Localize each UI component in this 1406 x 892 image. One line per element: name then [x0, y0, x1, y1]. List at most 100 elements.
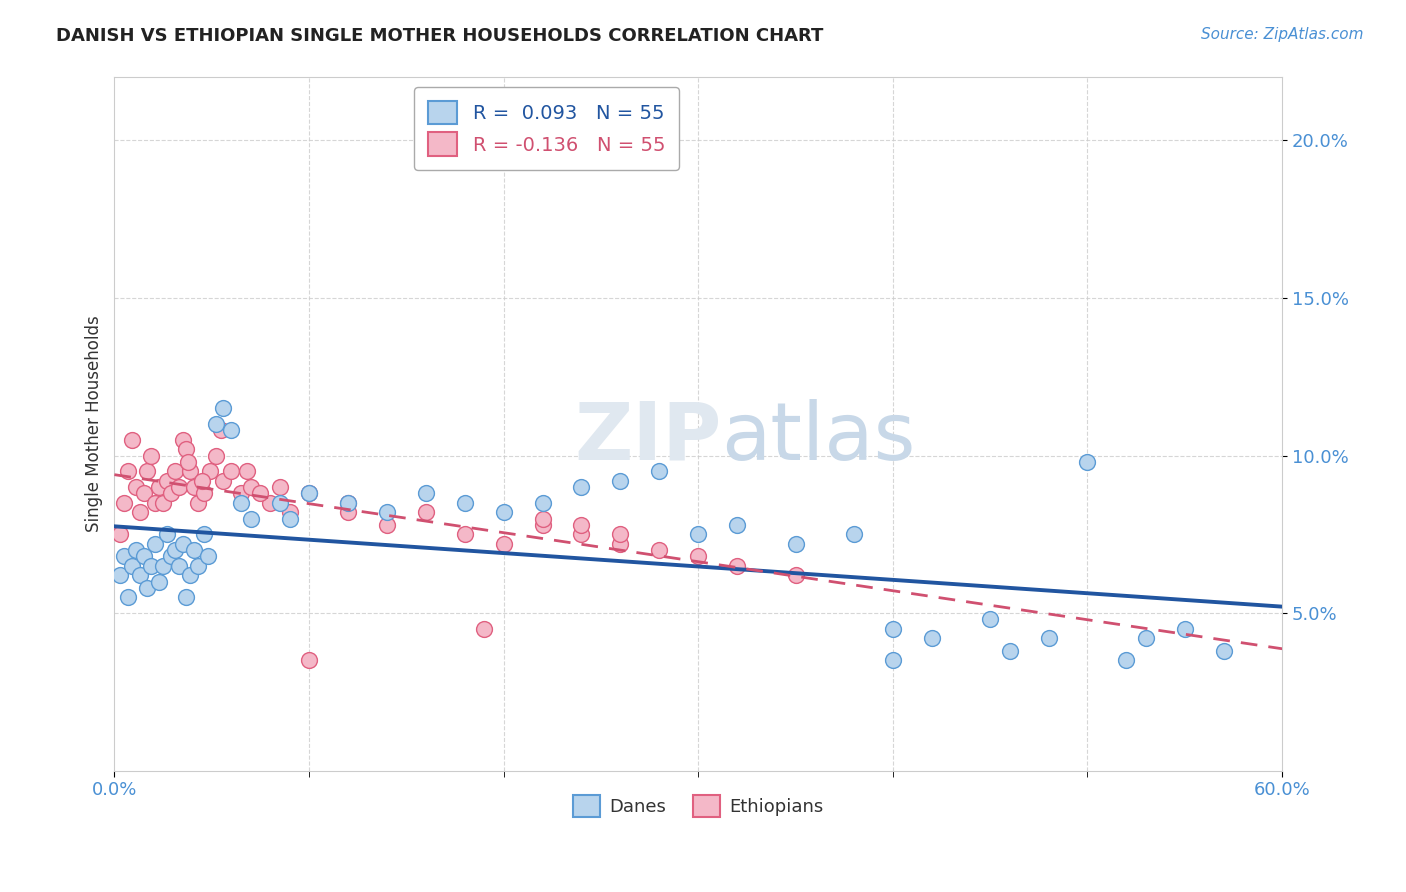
Point — [336, 496, 359, 510]
Point — [176, 442, 198, 457]
Point — [571, 480, 593, 494]
Point — [725, 517, 748, 532]
Point — [998, 644, 1021, 658]
Point — [882, 653, 904, 667]
Point — [648, 464, 671, 478]
Point — [882, 622, 904, 636]
Point — [121, 433, 143, 447]
Point — [172, 537, 194, 551]
Point — [183, 543, 205, 558]
Point — [609, 537, 631, 551]
Point — [125, 543, 148, 558]
Point — [179, 464, 201, 478]
Point — [1212, 644, 1234, 658]
Point — [160, 486, 183, 500]
Point — [128, 505, 150, 519]
Point — [198, 464, 221, 478]
Point — [531, 517, 554, 532]
Point — [156, 527, 179, 541]
Point — [179, 568, 201, 582]
Point — [163, 543, 186, 558]
Point — [492, 537, 515, 551]
Point — [375, 517, 398, 532]
Text: ZIP: ZIP — [575, 399, 721, 477]
Point — [160, 549, 183, 564]
Point — [1038, 632, 1060, 646]
Point — [1174, 622, 1197, 636]
Point — [219, 464, 242, 478]
Point — [212, 474, 235, 488]
Point — [454, 496, 477, 510]
Point — [375, 505, 398, 519]
Text: atlas: atlas — [721, 399, 915, 477]
Point — [278, 505, 301, 519]
Point — [152, 496, 174, 510]
Point — [193, 486, 215, 500]
Point — [212, 401, 235, 416]
Point — [454, 527, 477, 541]
Y-axis label: Single Mother Households: Single Mother Households — [86, 316, 103, 533]
Point — [163, 464, 186, 478]
Point — [278, 511, 301, 525]
Point — [298, 486, 321, 500]
Point — [688, 527, 710, 541]
Point — [842, 527, 865, 541]
Point — [112, 496, 135, 510]
Point — [110, 568, 132, 582]
Point — [531, 511, 554, 525]
Point — [172, 433, 194, 447]
Point — [197, 549, 219, 564]
Point — [229, 496, 252, 510]
Point — [1135, 632, 1157, 646]
Point — [177, 455, 200, 469]
Point — [219, 423, 242, 437]
Point — [571, 527, 593, 541]
Point — [211, 423, 233, 437]
Point — [269, 480, 291, 494]
Point — [609, 474, 631, 488]
Point — [128, 568, 150, 582]
Point — [167, 558, 190, 573]
Point — [979, 612, 1001, 626]
Point — [492, 505, 515, 519]
Point — [1076, 455, 1098, 469]
Point — [187, 496, 209, 510]
Point — [193, 527, 215, 541]
Point — [141, 449, 163, 463]
Text: Source: ZipAtlas.com: Source: ZipAtlas.com — [1201, 27, 1364, 42]
Point — [204, 417, 226, 431]
Point — [136, 581, 159, 595]
Point — [187, 558, 209, 573]
Point — [110, 527, 132, 541]
Point — [148, 480, 170, 494]
Point — [531, 496, 554, 510]
Point — [1115, 653, 1137, 667]
Point — [336, 496, 359, 510]
Point — [298, 653, 321, 667]
Point — [136, 464, 159, 478]
Point — [688, 549, 710, 564]
Point — [921, 632, 943, 646]
Point — [785, 537, 807, 551]
Point — [141, 558, 163, 573]
Point — [167, 480, 190, 494]
Point — [415, 486, 437, 500]
Legend: Danes, Ethiopians: Danes, Ethiopians — [565, 788, 831, 824]
Point — [415, 505, 437, 519]
Point — [191, 474, 214, 488]
Point — [239, 511, 262, 525]
Point — [176, 591, 198, 605]
Point — [239, 480, 262, 494]
Point — [249, 486, 271, 500]
Point — [298, 486, 321, 500]
Point — [785, 568, 807, 582]
Point — [235, 464, 257, 478]
Point — [472, 622, 495, 636]
Point — [148, 574, 170, 589]
Text: DANISH VS ETHIOPIAN SINGLE MOTHER HOUSEHOLDS CORRELATION CHART: DANISH VS ETHIOPIAN SINGLE MOTHER HOUSEH… — [56, 27, 824, 45]
Point — [156, 474, 179, 488]
Point — [117, 591, 139, 605]
Point — [152, 558, 174, 573]
Point — [121, 558, 143, 573]
Point — [143, 537, 166, 551]
